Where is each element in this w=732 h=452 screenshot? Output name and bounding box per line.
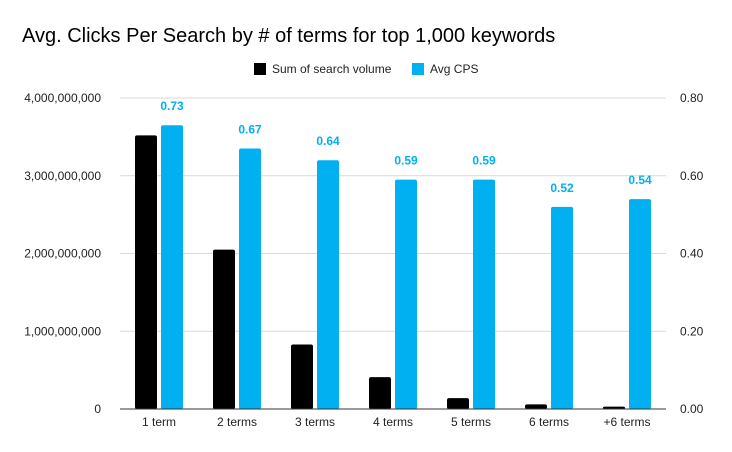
right-axis-ticks: 0.00 0.20 0.40 0.60 0.80 — [680, 91, 704, 416]
x-tick-label: 3 terms — [295, 415, 335, 429]
left-tick-label: 0 — [94, 402, 101, 416]
right-tick-label: 0.00 — [680, 402, 704, 416]
bar-sum-of-search-volume — [603, 406, 625, 409]
bar-avg-cps — [629, 199, 651, 409]
legend-label-sum-of-search-volume: Sum of search volume — [272, 62, 392, 76]
data-label-avg-cps: 0.64 — [316, 134, 340, 148]
x-tick-label: 4 terms — [373, 415, 413, 429]
legend-label-avg-cps: Avg CPS — [430, 62, 478, 76]
right-tick-label: 0.40 — [680, 247, 704, 261]
bar-sum-of-search-volume — [291, 344, 313, 409]
left-tick-label: 4,000,000,000 — [24, 91, 101, 105]
bar-sum-of-search-volume — [135, 135, 157, 409]
data-label-avg-cps: 0.73 — [160, 99, 184, 113]
legend-swatch-sum-of-search-volume — [254, 63, 266, 75]
data-label-avg-cps: 0.52 — [550, 181, 574, 195]
right-tick-label: 0.60 — [680, 169, 704, 183]
left-axis-ticks: 0 1,000,000,000 2,000,000,000 3,000,000,000… — [24, 91, 101, 416]
x-tick-label: +6 terms — [603, 415, 650, 429]
bar-avg-cps — [395, 179, 417, 409]
left-tick-label: 3,000,000,000 — [24, 169, 101, 183]
bar-avg-cps — [551, 206, 573, 409]
x-tick-label: 1 term — [142, 415, 176, 429]
x-tick-label: 5 terms — [451, 415, 491, 429]
bar-sum-of-search-volume — [213, 249, 235, 409]
bar-avg-cps — [317, 160, 339, 409]
data-labels: 0.73 0.67 0.64 0.59 0.59 0.52 0.54 — [160, 99, 652, 195]
data-label-avg-cps: 0.67 — [238, 123, 262, 137]
chart-title: Avg. Clicks Per Search by # of terms for… — [22, 25, 555, 47]
bar-sum-of-search-volume — [447, 398, 469, 409]
gridlines — [120, 97, 666, 332]
bar-avg-cps — [161, 125, 183, 410]
data-label-avg-cps: 0.59 — [394, 154, 418, 168]
left-tick-label: 2,000,000,000 — [24, 247, 101, 261]
legend: Sum of search volume Avg CPS — [254, 62, 478, 76]
bar-avg-cps — [473, 179, 495, 409]
bars — [135, 125, 651, 410]
right-tick-label: 0.20 — [680, 324, 704, 338]
data-label-avg-cps: 0.59 — [472, 154, 496, 168]
x-axis-ticks: 1 term 2 terms 3 terms 4 terms 5 terms 6 term… — [142, 415, 651, 429]
bar-avg-cps — [239, 148, 261, 409]
left-tick-label: 1,000,000,000 — [24, 324, 101, 338]
bar-sum-of-search-volume — [525, 404, 547, 409]
bar-sum-of-search-volume — [369, 377, 391, 409]
right-tick-label: 0.80 — [680, 91, 704, 105]
legend-swatch-avg-cps — [412, 63, 424, 75]
data-label-avg-cps: 0.54 — [628, 173, 652, 187]
x-tick-label: 2 terms — [217, 415, 257, 429]
x-tick-label: 6 terms — [529, 415, 569, 429]
